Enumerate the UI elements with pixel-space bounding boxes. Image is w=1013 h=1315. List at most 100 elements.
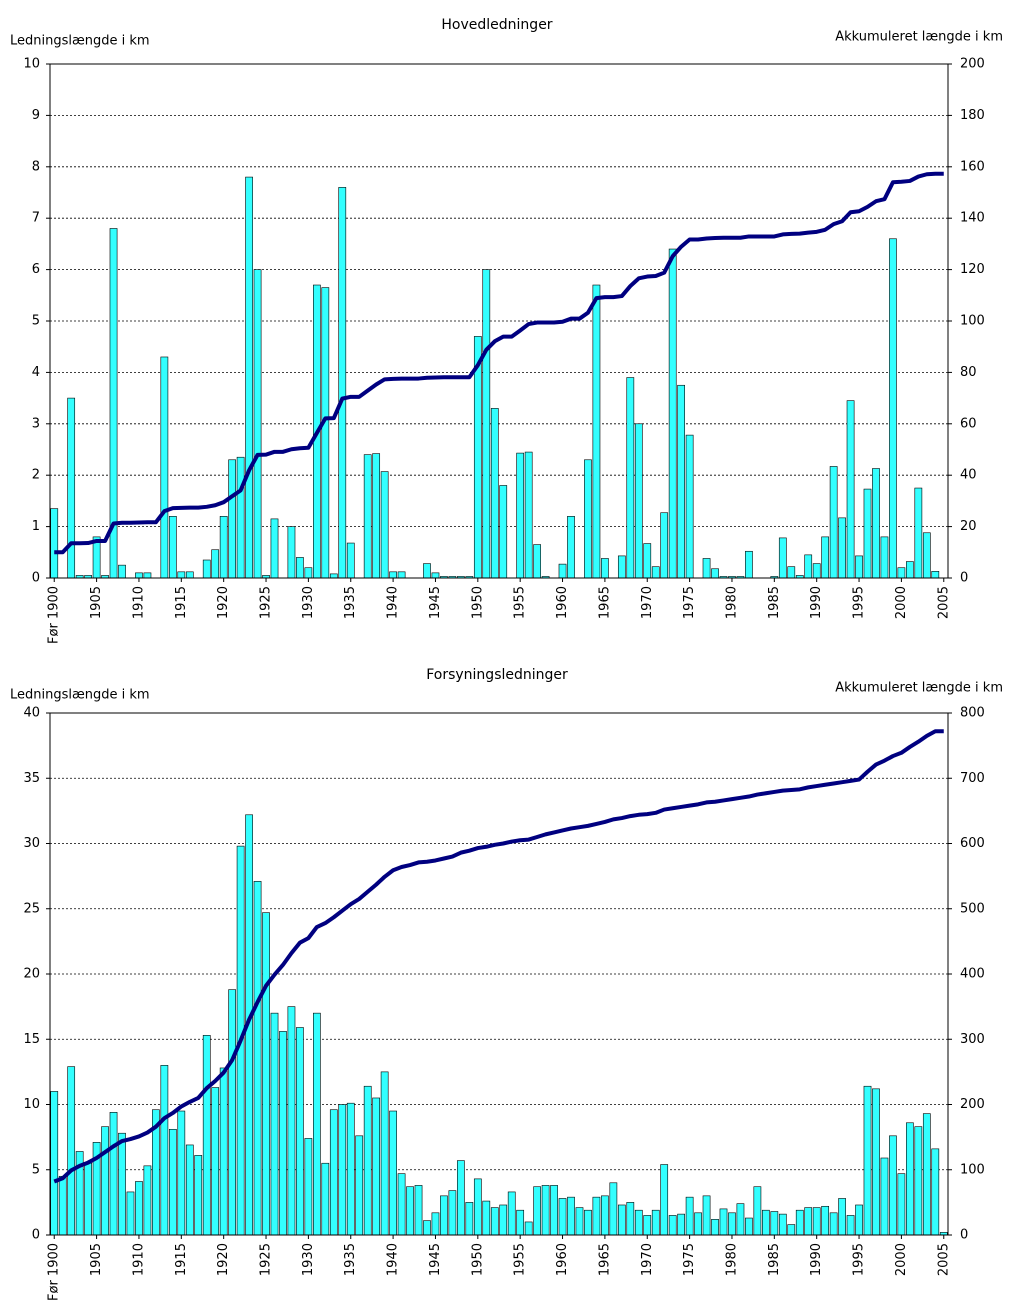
y2-tick-label: 400: [960, 967, 985, 982]
bar: [584, 1209, 592, 1236]
y-tick-label: 25: [23, 901, 40, 916]
x-tick-label: 1910: [131, 1243, 146, 1276]
bar: [880, 536, 889, 579]
bar: [211, 549, 220, 579]
bar: [617, 555, 626, 579]
y2-tick-label: 20: [960, 519, 977, 534]
bar: [846, 1215, 855, 1236]
bar: [889, 1135, 897, 1236]
x-tick-label: 1935: [343, 1243, 358, 1276]
y2-tick-label: 180: [960, 108, 985, 123]
bar: [812, 563, 821, 579]
bar: [219, 1067, 228, 1236]
x-tick-label: 1905: [89, 586, 104, 619]
x-tick-label: 1990: [809, 1243, 824, 1276]
bar: [617, 1204, 626, 1236]
bar: [67, 397, 76, 579]
y2-tick-label: 200: [960, 1097, 985, 1112]
bar: [601, 558, 609, 579]
y2-tick-label: 700: [960, 771, 985, 786]
bar: [287, 526, 296, 579]
bar: [516, 1209, 525, 1236]
y-tick-label: 4: [32, 365, 40, 380]
x-tick-label: 1995: [852, 586, 867, 619]
bar: [228, 459, 236, 579]
y-tick-label: 15: [23, 1032, 40, 1047]
bar: [202, 1035, 211, 1236]
bar: [533, 1186, 541, 1236]
bar: [643, 543, 652, 579]
x-tick-label: Før 1900: [47, 586, 62, 644]
y2-tick-label: 60: [960, 416, 977, 431]
x-tick-label: 1985: [767, 1243, 782, 1276]
bar: [821, 536, 830, 579]
bar: [931, 571, 940, 579]
bar: [753, 1186, 762, 1236]
y2-tick-label: 100: [960, 314, 985, 329]
y2-tick-label: 80: [960, 365, 977, 380]
bar: [829, 466, 838, 579]
bar: [329, 573, 338, 579]
bar: [321, 287, 330, 579]
bar: [516, 452, 525, 579]
bar: [423, 563, 431, 579]
y-tick-label: 20: [23, 967, 40, 982]
bar: [202, 559, 211, 579]
y2-tick-label: 140: [960, 211, 985, 226]
bar: [685, 1196, 694, 1236]
y-tick-label: 5: [32, 314, 40, 329]
x-tick-label: 1910: [131, 586, 146, 619]
bar: [711, 568, 719, 579]
bar: [863, 1085, 872, 1236]
x-tick-label: 1995: [852, 1243, 867, 1276]
bar: [668, 248, 677, 579]
bar: [499, 485, 508, 579]
bar: [397, 571, 406, 579]
bar: [804, 1207, 813, 1236]
x-tick-label: Før 1900: [47, 1243, 62, 1301]
y-tick-label: 10: [23, 1097, 40, 1112]
bar: [304, 567, 313, 579]
bar: [575, 1207, 584, 1236]
bar: [541, 1185, 550, 1236]
bar: [863, 488, 872, 579]
bar: [185, 571, 194, 579]
x-tick-label: 1935: [343, 586, 358, 619]
bar: [67, 1066, 76, 1236]
bar: [880, 1157, 889, 1236]
y-tick-label: 3: [32, 416, 40, 431]
bar: [363, 454, 372, 579]
bar: [329, 1109, 338, 1236]
bar: [728, 1212, 736, 1236]
bar: [84, 1162, 92, 1236]
x-tick-label: 1980: [724, 586, 739, 619]
line: [54, 171, 944, 555]
bar: [389, 1110, 397, 1236]
x-tick-label: 1945: [428, 1243, 443, 1276]
y-tick-label: 5: [32, 1162, 40, 1177]
bar: [846, 400, 855, 579]
x-tick-label: 1950: [470, 586, 485, 619]
x-tick-label: 1970: [640, 1243, 655, 1276]
bar: [490, 1207, 499, 1236]
bar: [253, 269, 262, 579]
bar: [135, 1181, 143, 1236]
bar: [185, 1144, 194, 1236]
bar: [897, 1173, 906, 1236]
bar: [762, 1209, 770, 1236]
bar: [829, 1212, 838, 1236]
x-tick-label: 1915: [174, 1243, 189, 1276]
bar: [406, 1186, 414, 1236]
chart-title: Hovedledninger: [441, 17, 552, 33]
bar: [838, 517, 846, 579]
x-tick-label: 1950: [470, 1243, 485, 1276]
y-tick-label: 0: [32, 1228, 40, 1243]
bar: [592, 1196, 601, 1236]
y2-tick-label: 0: [960, 571, 968, 586]
bar: [584, 459, 592, 579]
bar: [906, 1122, 914, 1236]
bar: [609, 1182, 618, 1236]
bar: [431, 1212, 440, 1236]
bar: [482, 1200, 491, 1236]
bar: [168, 1128, 177, 1236]
